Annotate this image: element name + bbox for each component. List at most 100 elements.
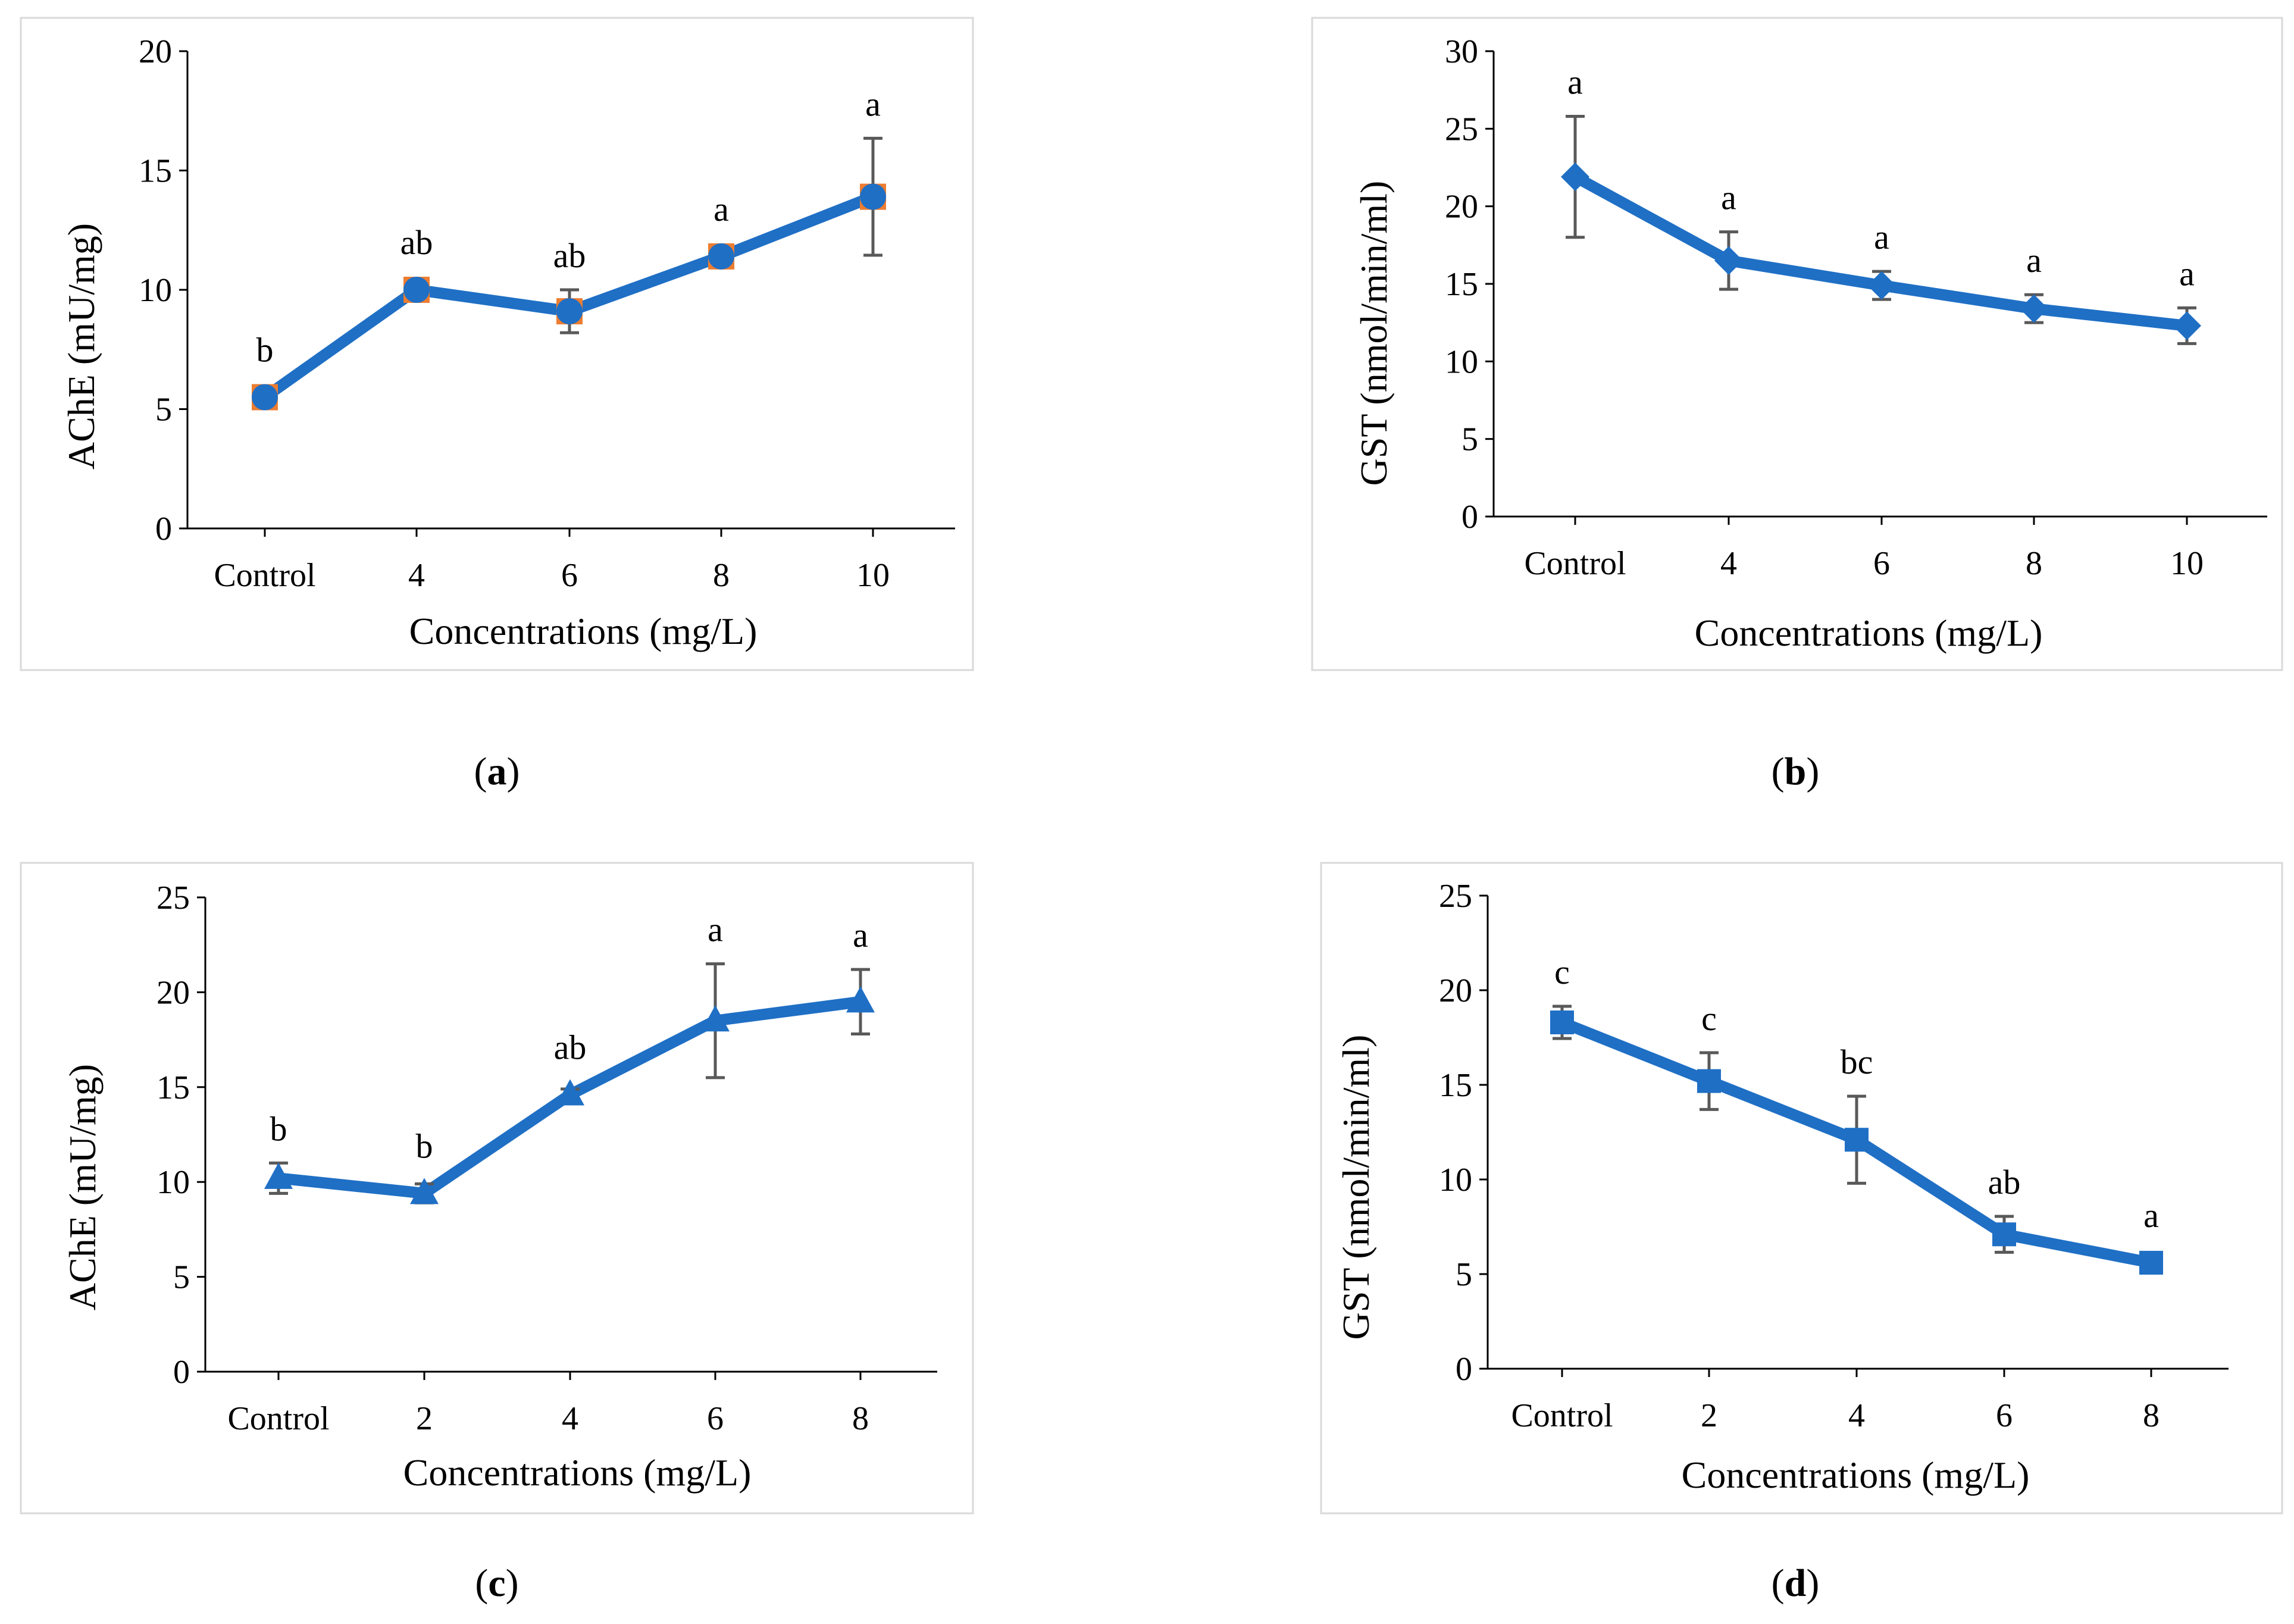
data-point-marker	[556, 298, 583, 325]
x-tick-label: 10	[2170, 545, 2204, 582]
y-tick-label: 5	[1461, 421, 1478, 458]
x-tick-label: 6	[707, 1400, 724, 1437]
x-tick-label: 6	[561, 557, 578, 594]
x-axis-title: Concentrations (mg/L)	[403, 1451, 752, 1494]
significance-label: a	[865, 85, 881, 123]
significance-label: b	[256, 330, 274, 369]
x-tick-label: 6	[1996, 1397, 2013, 1434]
y-tick-label: 15	[1439, 1067, 1472, 1104]
data-point-marker	[403, 277, 430, 303]
significance-label: a	[1874, 218, 1889, 256]
x-tick-label: 4	[408, 557, 425, 594]
x-tick-label: 6	[1873, 545, 1890, 582]
y-axis-title: GST (nmol/min/ml)	[1353, 181, 1395, 486]
y-tick-label: 25	[1445, 111, 1478, 148]
y-tick-label: 10	[157, 1164, 190, 1201]
y-tick-label: 10	[1445, 343, 1478, 380]
data-point-marker	[1697, 1069, 1721, 1093]
data-point-marker	[1867, 271, 1896, 300]
y-tick-label: 0	[173, 1354, 190, 1391]
x-tick-label: Control	[214, 557, 315, 594]
panel-caption: (a)	[474, 750, 520, 793]
significance-label: ab	[553, 236, 586, 275]
y-tick-label: 0	[155, 511, 172, 547]
x-axis-title: Concentrations (mg/L)	[1682, 1454, 2030, 1496]
y-tick-label: 20	[1439, 972, 1472, 1009]
significance-label: a	[708, 910, 723, 949]
data-point-marker	[1714, 246, 1743, 275]
panel-caption: (b)	[1772, 750, 1820, 793]
data-point-marker	[701, 1005, 730, 1032]
significance-label: bc	[1841, 1043, 1873, 1081]
y-tick-label: 15	[139, 153, 172, 190]
x-tick-label: 4	[1720, 545, 1737, 582]
significance-label: a	[2179, 254, 2195, 293]
data-point-marker	[252, 384, 278, 411]
chart-panel-d: 0 5 10 15 20 25 Control 2 4 6 8 c c bc ab a Concentrati…	[1320, 862, 2283, 1605]
data-point-marker	[1561, 162, 1589, 192]
significance-label: a	[2026, 241, 2042, 280]
significance-label: c	[1701, 999, 1717, 1038]
y-tick-label: 0	[1456, 1351, 1472, 1388]
significance-label: a	[1567, 62, 1583, 101]
data-point-marker	[2173, 311, 2201, 340]
x-tick-label: Control	[227, 1400, 329, 1437]
panel-caption: (c)	[475, 1562, 518, 1605]
significance-label: ab	[554, 1028, 587, 1067]
data-point-marker	[410, 1178, 439, 1204]
x-axis-title: Concentrations (mg/L)	[409, 610, 758, 652]
x-tick-label: 2	[1701, 1397, 1717, 1434]
x-tick-label: 4	[1848, 1397, 1865, 1434]
x-tick-label: 10	[856, 557, 890, 594]
y-tick-label: 0	[1461, 499, 1478, 536]
y-tick-label: 30	[1445, 33, 1478, 70]
y-tick-label: 5	[1456, 1256, 1472, 1293]
y-axis-title: GST (nmol/min/ml)	[1335, 1035, 1377, 1340]
x-axis-title: Concentrations (mg/L)	[1695, 612, 2043, 654]
y-tick-label: 10	[1439, 1162, 1472, 1199]
significance-label: b	[416, 1127, 433, 1165]
data-point-marker	[1992, 1222, 2016, 1247]
data-point-marker	[846, 986, 875, 1013]
chart-panel-b: 0 5 10 15 20 25 30 Control 4 6 8 10 a a a a a Concentrat…	[1311, 17, 2283, 793]
significance-label: a	[853, 916, 868, 955]
y-tick-label: 5	[173, 1259, 190, 1296]
chart-frame	[20, 17, 974, 671]
y-tick-label: 5	[155, 392, 172, 428]
y-axis-title: AChE (mU/mg)	[60, 223, 102, 470]
chart-panel-c: 0 5 10 15 20 25 Control 2 4 6 8 b b ab a a Concentratio…	[20, 862, 974, 1605]
x-tick-label: Control	[1511, 1397, 1613, 1434]
significance-label: b	[270, 1109, 287, 1148]
y-tick-label: 20	[157, 974, 190, 1011]
y-tick-label: 20	[1445, 189, 1478, 226]
data-point-marker	[1845, 1128, 1869, 1152]
x-tick-label: 2	[416, 1400, 433, 1437]
significance-label: a	[1721, 179, 1736, 217]
y-tick-label: 10	[139, 272, 172, 309]
data-point-marker	[708, 243, 734, 270]
panel-caption: (d)	[1772, 1562, 1820, 1605]
chart-frame	[20, 862, 974, 1515]
y-tick-label: 20	[139, 33, 172, 70]
y-tick-label: 25	[157, 880, 190, 916]
significance-label: c	[1554, 953, 1570, 991]
y-tick-label: 15	[1445, 266, 1478, 303]
x-tick-label: 8	[2026, 545, 2042, 582]
x-tick-label: 8	[2143, 1397, 2160, 1434]
chart-frame	[1320, 862, 2283, 1515]
data-point-marker	[2139, 1250, 2163, 1275]
data-point-marker	[860, 183, 886, 210]
x-tick-label: 8	[713, 557, 730, 594]
y-tick-label: 15	[157, 1069, 190, 1106]
y-axis-title: AChE (mU/mg)	[61, 1064, 104, 1310]
significance-label: ab	[1988, 1163, 2021, 1201]
y-tick-label: 25	[1439, 878, 1472, 915]
data-point-marker	[264, 1162, 293, 1189]
x-tick-label: Control	[1524, 545, 1626, 582]
data-point-marker	[556, 1079, 584, 1106]
significance-label: a	[2143, 1196, 2159, 1235]
significance-label: ab	[400, 223, 433, 262]
x-tick-label: 8	[852, 1400, 869, 1437]
data-point-marker	[2020, 294, 2048, 323]
